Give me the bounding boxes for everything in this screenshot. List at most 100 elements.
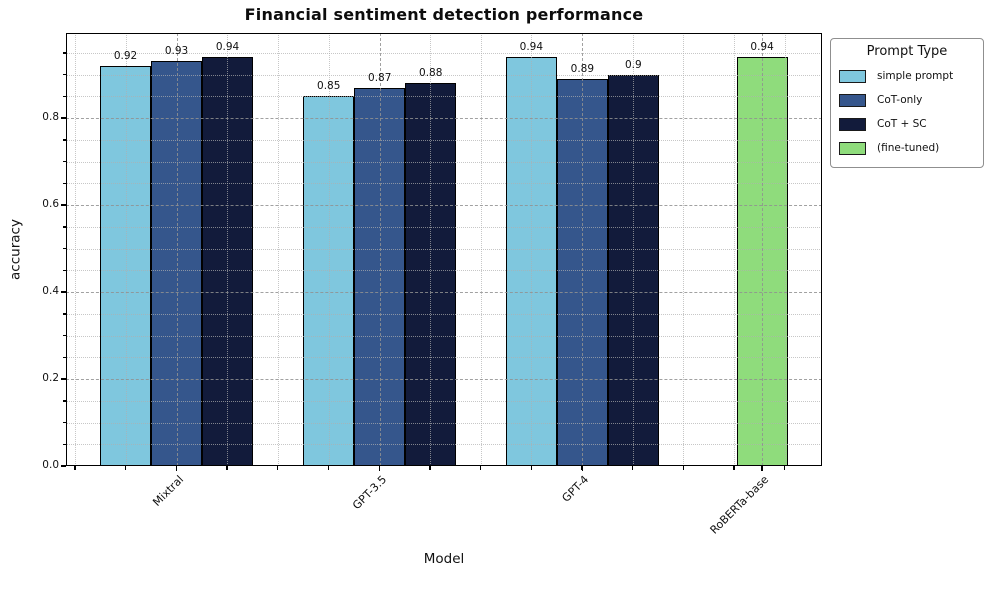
legend-color-swatch xyxy=(839,141,866,155)
minor-gridline-v xyxy=(277,33,279,466)
major-gridline-h xyxy=(66,118,822,119)
bar-value-label: 0.94 xyxy=(215,41,240,54)
y-axis-tick xyxy=(61,204,66,206)
y-axis-tick xyxy=(61,291,66,293)
major-gridline-v xyxy=(379,33,381,466)
bar-value-label: 0.87 xyxy=(368,71,392,84)
minor-gridline-h xyxy=(66,400,822,402)
minor-gridline-h xyxy=(66,52,822,54)
minor-gridline-v xyxy=(531,33,533,466)
legend-color-swatch xyxy=(839,69,866,83)
minor-gridline-v xyxy=(683,33,685,466)
y-axis-tick xyxy=(61,117,66,119)
minor-gridline-h xyxy=(66,357,822,359)
y-axis-minor-tick xyxy=(62,356,66,359)
y-axis-minor-tick xyxy=(62,160,66,163)
major-gridline-v xyxy=(762,33,764,466)
y-axis-tick-label: 0.2 xyxy=(42,372,59,384)
minor-gridline-h xyxy=(66,444,822,446)
bar-value-label: 0.88 xyxy=(419,67,443,80)
bar-value-label: 0.94 xyxy=(519,41,544,54)
minor-gridline-h xyxy=(66,139,822,141)
x-axis-tick xyxy=(379,466,381,471)
minor-gridline-h xyxy=(66,422,822,424)
x-axis-minor-tick xyxy=(74,466,76,470)
chart-title: Financial sentiment detection performanc… xyxy=(244,5,644,24)
x-axis-minor-tick xyxy=(784,466,786,470)
minor-gridline-h xyxy=(66,74,822,76)
bar-value-label: 0.9 xyxy=(624,58,642,71)
x-axis-tick-label: GPT-4 xyxy=(559,473,592,505)
legend-entry-label: (fine-tuned) xyxy=(877,142,940,154)
x-axis-tick xyxy=(175,466,178,471)
legend-color-swatch xyxy=(839,93,866,107)
y-axis-minor-tick xyxy=(62,182,66,185)
major-gridline-v xyxy=(582,33,584,466)
major-gridline-v xyxy=(176,33,178,466)
minor-gridline-v xyxy=(632,33,634,466)
major-gridline-h xyxy=(66,379,822,380)
minor-gridline-h xyxy=(66,96,822,98)
bar-value-label: 0.89 xyxy=(570,62,595,75)
minor-gridline-v xyxy=(429,33,431,466)
x-axis-label: Model xyxy=(423,551,465,567)
x-axis-minor-tick xyxy=(277,466,279,470)
minor-gridline-v xyxy=(734,33,736,466)
y-axis-minor-tick xyxy=(62,421,66,424)
x-axis-minor-tick xyxy=(125,466,127,470)
x-axis-minor-tick xyxy=(479,466,482,470)
bar-value-label: 0.85 xyxy=(317,80,341,93)
y-axis-minor-tick xyxy=(62,52,66,54)
y-axis-tick-label: 0.8 xyxy=(42,111,59,123)
x-axis-minor-tick xyxy=(327,466,330,470)
legend-entry-label: simple prompt xyxy=(877,70,954,82)
major-gridline-h xyxy=(66,292,822,293)
minor-gridline-h xyxy=(66,183,822,185)
y-axis-label: accuracy xyxy=(7,219,24,280)
y-axis-minor-tick xyxy=(62,139,66,141)
x-axis-tick-label: RoBERTa-base xyxy=(707,473,772,537)
legend-title: Prompt Type xyxy=(866,44,948,59)
x-axis-minor-tick xyxy=(429,466,431,470)
legend-entries: simple prompt CoT-only CoT + SC (fine-tuned… xyxy=(839,64,975,160)
x-axis-tick xyxy=(761,466,763,471)
x-axis-minor-tick xyxy=(226,466,228,470)
plot-area: 0.92 0.93 0.94 0.85 0.87 0.88 0.94 0.89 0.9 0.94 xyxy=(66,33,822,466)
minor-gridline-h xyxy=(66,313,822,315)
x-axis-tick-label: GPT-3.5 xyxy=(349,473,389,513)
minor-gridline-v xyxy=(75,33,76,466)
x-axis-minor-tick xyxy=(530,466,532,470)
minor-gridline-h xyxy=(66,270,822,272)
legend-entry: simple prompt xyxy=(839,64,975,88)
y-axis-minor-tick xyxy=(62,443,66,446)
y-axis-minor-tick xyxy=(62,95,66,98)
x-axis-minor-tick xyxy=(682,466,685,470)
legend-entry: (fine-tuned) xyxy=(839,136,975,160)
legend-color-swatch xyxy=(839,117,866,131)
bar-value-label: 0.92 xyxy=(113,49,138,62)
y-axis-minor-tick xyxy=(62,269,66,272)
y-axis-minor-tick xyxy=(62,313,66,315)
legend-entry: CoT + SC xyxy=(839,112,975,136)
minor-gridline-h xyxy=(66,161,822,163)
y-axis-minor-tick xyxy=(62,226,66,228)
y-axis-minor-tick xyxy=(62,73,66,76)
y-axis-tick xyxy=(61,465,66,467)
legend-entry: CoT-only xyxy=(839,88,975,112)
bar-value-label: 0.93 xyxy=(164,45,189,58)
x-axis-minor-tick xyxy=(733,466,735,470)
bar-value-label: 0.94 xyxy=(750,41,774,54)
minor-gridline-h xyxy=(66,335,822,337)
y-axis-minor-tick xyxy=(62,334,66,337)
minor-gridline-v xyxy=(784,33,786,466)
x-axis-tick xyxy=(581,466,584,471)
y-axis-tick-label: 0.0 xyxy=(42,459,59,471)
major-gridline-h xyxy=(66,205,822,206)
minor-gridline-h xyxy=(66,226,822,228)
y-axis-minor-tick xyxy=(62,247,66,250)
y-axis-tick-label: 0.4 xyxy=(42,285,59,297)
x-axis-tick-label: Mixtral xyxy=(149,473,186,509)
minor-gridline-v xyxy=(328,33,330,466)
minor-gridline-v xyxy=(125,33,127,466)
